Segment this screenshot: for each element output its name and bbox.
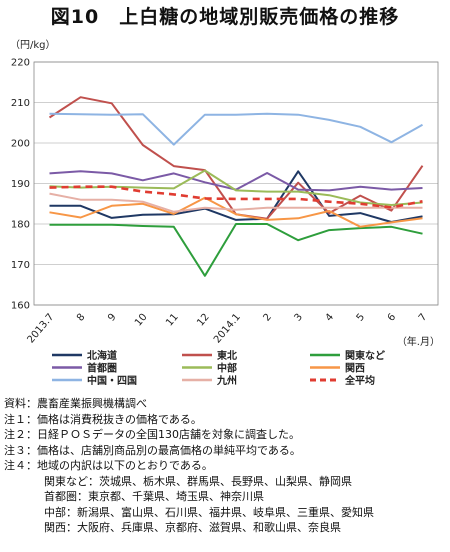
region-note-shutoken: 首都圏：東京都、千葉県、埼玉県、神奈川県 [44, 490, 264, 503]
chart-title: 図10 上白糖の地域別販売価格の推移 [50, 6, 400, 28]
y-tick-label: 220 [11, 58, 30, 69]
series-line-6 [49, 112, 423, 146]
y-tick-label: 210 [11, 98, 30, 109]
legend-label-8: 全平均 [344, 374, 375, 387]
region-note-kanto: 関東など：茨城県、栃木県、群馬県、長野県、山梨県、静岡県 [44, 474, 352, 488]
y-axis-label: （円/kg） [10, 39, 56, 51]
x-tick-label: 12 [195, 312, 212, 329]
legend-label-7: 九州 [216, 374, 237, 387]
legend-label-1: 東北 [217, 349, 237, 362]
x-tick-label: 7 [417, 312, 430, 324]
legend-label-4: 中部 [217, 361, 237, 374]
plot-border [33, 61, 439, 306]
y-tick-label: 160 [11, 301, 30, 312]
y-tick-label: 170 [11, 260, 30, 271]
x-tick-label: 4 [324, 312, 337, 324]
legend-label-3: 首都圏 [87, 361, 117, 374]
chart-area: （円/kg） 160 170 180 190 200 210 220 2013.7 8 9 10 11 1… [0, 32, 450, 392]
y-tick-label: 180 [11, 220, 30, 231]
legend-label-6: 中国・四国 [87, 374, 137, 387]
legend-label-0: 北海道 [87, 349, 117, 362]
y-tick-label: 200 [11, 139, 30, 150]
series-line-7 [49, 192, 423, 213]
notes-block: 資料：農畜産業振興機構調べ 注１：価格は消費税抜きの価格である。 注２：日経ＰＯ… [4, 396, 448, 536]
note-1: 注１：価格は消費税抜きの価格である。 [4, 412, 202, 426]
note-4: 注４：地域の内訳は以下のとおりである。 [4, 459, 213, 472]
x-tick-label: 3 [293, 312, 306, 324]
x-tick-label: 5 [355, 312, 368, 324]
series-line-2 [49, 223, 423, 277]
note-2: 注２：日経ＰＯＳデータの全国130店舗を対象に調査した。 [4, 428, 300, 441]
x-tick-label: 11 [164, 312, 181, 329]
note-source: 資料：農畜産業振興機構調べ [4, 397, 147, 410]
region-note-chubu: 中部：新潟県、富山県、石川県、福井県、岐阜県、三重県、愛知県 [44, 505, 374, 519]
y-tick-label: 190 [11, 179, 30, 190]
x-tick-label: 9 [106, 312, 119, 324]
legend-label-2: 関東など [345, 349, 385, 362]
x-axis-label: （年.月） [397, 335, 440, 348]
x-tick-label: 2013.7 [26, 312, 57, 346]
x-tick-label: 6 [386, 312, 399, 324]
region-note-kansai: 関西：大阪府、兵庫県、京都府、滋賀県、和歌山県、奈良県 [44, 521, 341, 534]
x-tick-label: 2014.1 [212, 312, 243, 346]
x-tick-label: 10 [133, 312, 150, 329]
note-3: 注３：価格は、店舗別商品別の最高価格の単純平均である。 [4, 443, 301, 457]
line-chart: （円/kg） 160 170 180 190 200 210 220 2013.7 8 9 10 11 1… [10, 39, 440, 387]
series-line-5 [49, 196, 423, 228]
series-line-8 [49, 185, 423, 209]
x-tick-label: 8 [75, 312, 88, 324]
legend-label-5: 関西 [345, 362, 365, 374]
x-tick-label: 2 [261, 312, 274, 324]
series-line-0 [49, 170, 423, 223]
